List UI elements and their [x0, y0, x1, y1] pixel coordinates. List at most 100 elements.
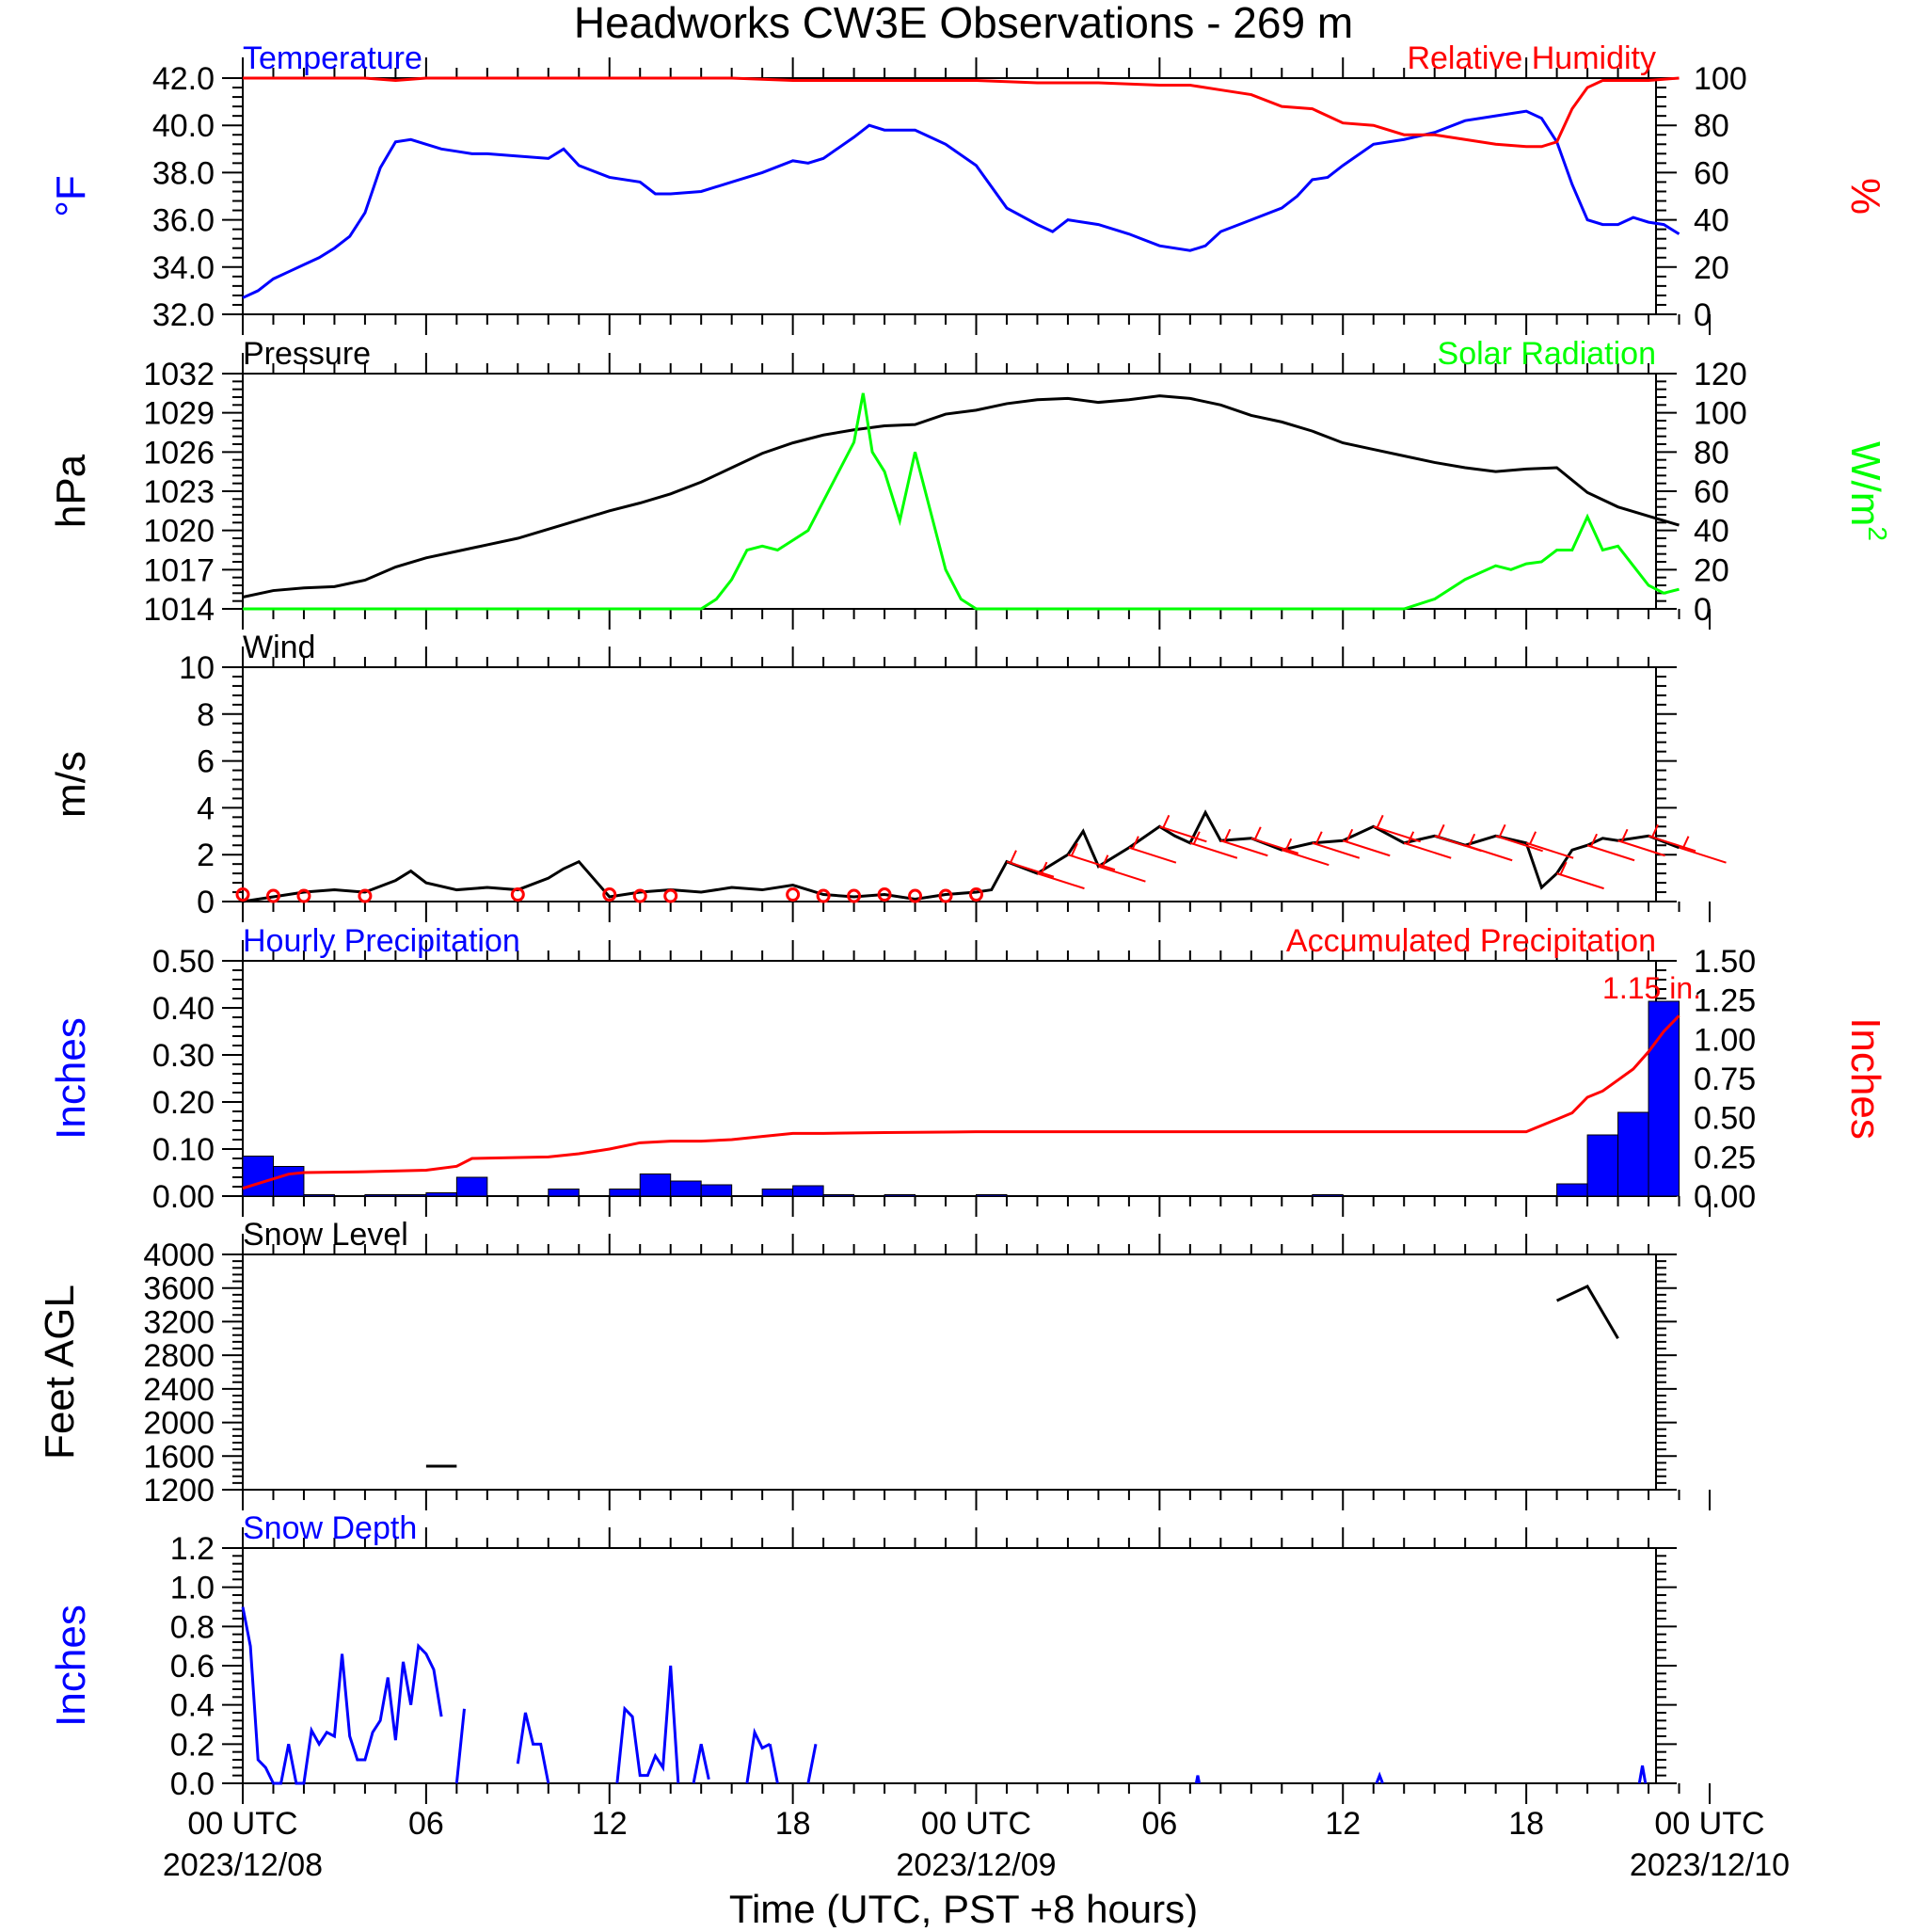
wind-barbs	[235, 814, 1727, 903]
y-tick-label-left: 0.30	[152, 1038, 215, 1074]
panel-5	[222, 1527, 1711, 1804]
wind-barb-flag	[1314, 831, 1323, 845]
y-tick-label-right: 0	[1694, 297, 1712, 333]
precip-bar	[1556, 1183, 1588, 1197]
series-line	[1194, 1775, 1202, 1784]
wind-barb	[1250, 837, 1299, 854]
y-tick-label-left: 1.0	[170, 1571, 215, 1606]
y-tick-label-left: 0.2	[170, 1727, 215, 1763]
wind-barb-flag	[1253, 826, 1262, 840]
y-axis-label-right: Inches	[1842, 1017, 1888, 1140]
wind-barb-flag	[1651, 823, 1659, 838]
series-line	[243, 76, 1680, 149]
precip-bar	[548, 1189, 580, 1197]
y-tick-label-right: 20	[1694, 552, 1729, 588]
y-tick-label-right: 0.75	[1694, 1062, 1756, 1097]
wind-barb	[1617, 839, 1665, 857]
wind-barb	[1098, 865, 1146, 883]
y-tick-label-right: 0.50	[1694, 1101, 1756, 1137]
wind-barb-flag	[1437, 823, 1445, 838]
wind-barb-flag	[1376, 814, 1384, 828]
wind-barb-flag	[1498, 823, 1506, 838]
y-tick-label-right: 100	[1694, 396, 1747, 432]
y-tick-label-left: 2400	[143, 1372, 215, 1408]
wind-calm-circle	[938, 888, 953, 903]
precip-bar	[761, 1189, 794, 1197]
wind-barb	[1128, 846, 1177, 864]
wind-barb-flag	[1223, 828, 1232, 842]
wind-barb	[1037, 872, 1085, 890]
wind-calm-circle	[663, 888, 678, 903]
wind-barb-flag	[1101, 854, 1109, 869]
wind-calm-circle	[632, 888, 647, 903]
wind-barb	[1556, 872, 1604, 890]
x-tick-label: 18	[775, 1806, 811, 1842]
x-tick-label: 06	[1141, 1806, 1177, 1842]
wind-calm-circle	[908, 888, 923, 903]
series-line	[768, 1744, 779, 1784]
series-line	[1637, 1764, 1648, 1784]
wind-barb	[1006, 860, 1055, 878]
panel-2	[222, 647, 1711, 922]
y-axis-label-left: m/s	[48, 751, 94, 818]
panel-title-left: Snow Level	[243, 1217, 408, 1253]
x-tick-date: 2023/12/10	[1630, 1847, 1790, 1883]
series-line	[516, 1712, 550, 1784]
panel-title-left: Temperature	[243, 40, 422, 76]
wind-barb-flag	[1284, 838, 1293, 852]
panel-frame	[242, 1253, 1657, 1491]
y-tick-label-left: 10	[179, 650, 215, 686]
series-line	[242, 809, 1680, 903]
y-tick-label-right: 100	[1694, 61, 1747, 97]
series-line	[243, 392, 1680, 611]
precip-bar	[1617, 1111, 1649, 1197]
wind-calm-circle	[786, 887, 801, 902]
panel-frame	[242, 1547, 1657, 1784]
wind-barb	[1342, 839, 1391, 857]
y-tick-label-left: 4	[197, 790, 215, 826]
panel-0	[222, 57, 1711, 335]
wind-calm-circle	[510, 887, 525, 902]
precip-bar	[364, 1194, 396, 1197]
y-tick-label-right: 40	[1694, 514, 1729, 550]
y-tick-label-left: 1020	[143, 514, 215, 550]
wind-calm-circle	[235, 887, 250, 902]
y-tick-label-right: 0.00	[1694, 1179, 1756, 1215]
series-line	[745, 1727, 771, 1784]
wind-barb	[1373, 825, 1422, 843]
wind-barb-flag	[1010, 850, 1017, 864]
y-tick-label-left: 40.0	[152, 108, 215, 144]
wind-barb-flag	[1559, 861, 1568, 875]
y-tick-label-left: 2	[197, 838, 215, 873]
y-axis-label-right-sup: 2	[1863, 526, 1892, 541]
precip-bar	[822, 1194, 855, 1197]
x-tick-label: 06	[408, 1806, 444, 1842]
y-tick-label-left: 0	[197, 885, 215, 920]
y-tick-label-left: 1029	[143, 396, 215, 432]
y-tick-label-right: 60	[1694, 155, 1729, 191]
wind-calm-circle	[847, 888, 862, 903]
series-line	[242, 109, 1680, 299]
wind-barb-flag	[1681, 836, 1690, 850]
wind-barb	[1464, 844, 1513, 862]
y-tick-label-left: 4000	[143, 1237, 215, 1273]
y-axis-label-right-text: Inches	[1842, 1017, 1888, 1140]
y-tick-label-right: 1.25	[1694, 983, 1756, 1019]
wind-barb-flag	[1346, 828, 1354, 842]
panel-frame	[242, 77, 1657, 315]
wind-barb	[1067, 854, 1116, 871]
precip-bar	[394, 1194, 427, 1197]
precip-bar	[639, 1174, 672, 1197]
wind-barb	[1525, 841, 1574, 859]
y-tick-label-left: 2000	[143, 1406, 215, 1442]
y-axis-label-right-text: %	[1842, 178, 1888, 215]
y-axis-label-left: Feet AGL	[37, 1285, 83, 1460]
panel-title-left: Snow Depth	[243, 1510, 417, 1546]
y-tick-label-left: 1026	[143, 435, 215, 471]
y-axis-label-left: Inches	[48, 1017, 94, 1140]
panel-4	[222, 1234, 1711, 1510]
y-tick-label-right: 60	[1694, 474, 1729, 510]
y-tick-label-right: 20	[1694, 250, 1729, 286]
wind-barb-flag	[1162, 814, 1171, 828]
